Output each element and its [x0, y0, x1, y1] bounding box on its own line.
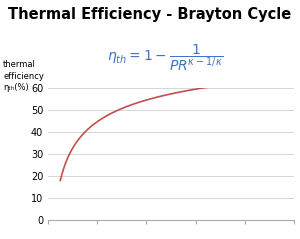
Text: thermal
efficiency
ηₜₕ(%): thermal efficiency ηₜₕ(%) — [3, 60, 44, 92]
Text: Thermal Efficiency - Brayton Cycle: Thermal Efficiency - Brayton Cycle — [8, 7, 292, 22]
Text: $\eta_{th} = 1 - \dfrac{1}{PR^{\kappa-1/\kappa}}$: $\eta_{th} = 1 - \dfrac{1}{PR^{\kappa-1/… — [107, 42, 223, 73]
